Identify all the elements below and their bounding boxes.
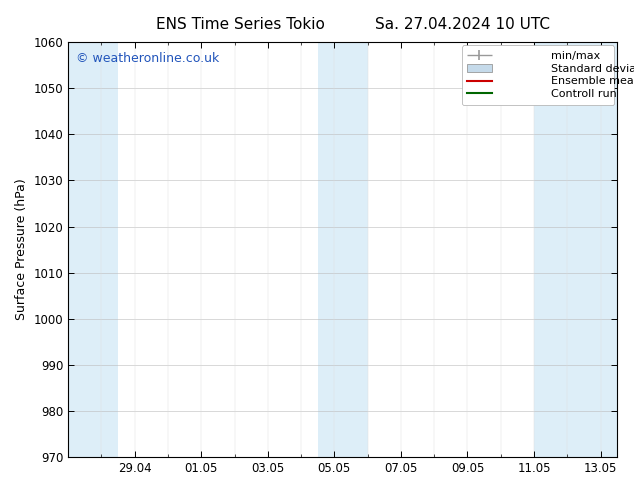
Text: ENS Time Series Tokio: ENS Time Series Tokio bbox=[157, 17, 325, 32]
Y-axis label: Surface Pressure (hPa): Surface Pressure (hPa) bbox=[15, 179, 28, 320]
Legend: min/max, Standard deviation, Ensemble mean run, Controll run: min/max, Standard deviation, Ensemble me… bbox=[462, 46, 614, 105]
Text: Sa. 27.04.2024 10 UTC: Sa. 27.04.2024 10 UTC bbox=[375, 17, 550, 32]
Bar bbox=[318, 42, 368, 457]
Bar bbox=[534, 42, 618, 457]
Bar bbox=[68, 42, 118, 457]
Text: © weatheronline.co.uk: © weatheronline.co.uk bbox=[77, 52, 219, 66]
